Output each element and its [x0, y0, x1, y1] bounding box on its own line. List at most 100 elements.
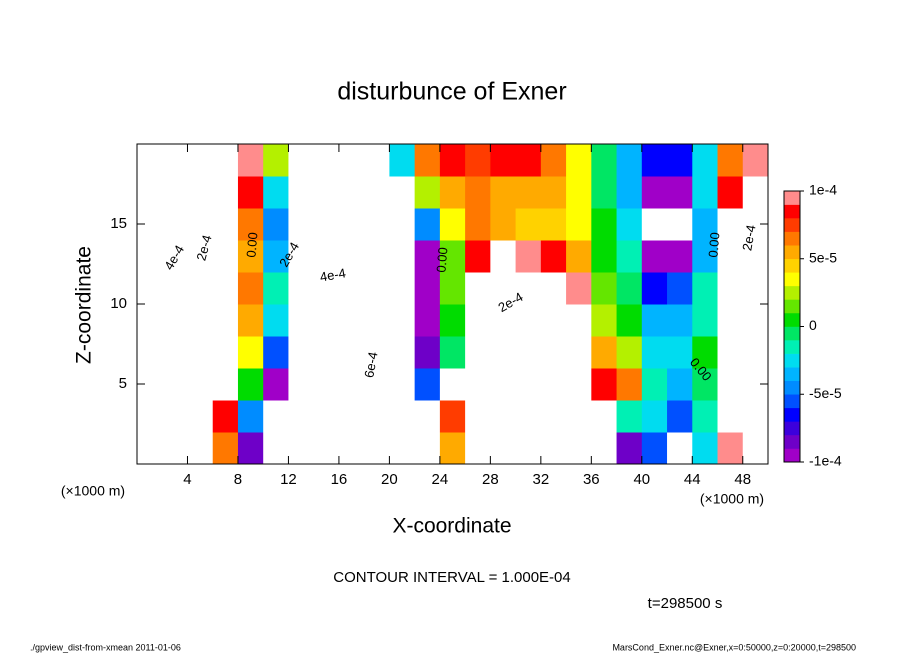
colorbar-band: [784, 367, 800, 381]
heat-cell: [263, 368, 289, 401]
heat-cell: [515, 272, 542, 305]
heat-cell: [389, 304, 416, 337]
heat-cell: [313, 144, 340, 177]
heat-cell: [742, 400, 769, 433]
heat-cell: [490, 144, 517, 177]
heat-cell: [338, 368, 365, 401]
heat-cell: [641, 400, 668, 433]
heat-cell: [616, 176, 643, 209]
heat-cell: [717, 368, 744, 401]
heat-cell: [313, 304, 340, 337]
heat-cell: [667, 432, 693, 465]
footer-right: MarsCond_Exner.nc@Exner,x=0:50000,z=0:20…: [612, 642, 856, 652]
heat-cell: [641, 240, 668, 273]
x-tick-label: 20: [381, 471, 398, 488]
heat-cell: [338, 304, 365, 337]
heat-cell: [364, 304, 390, 337]
heat-cell: [515, 208, 542, 241]
heat-cell: [187, 400, 214, 433]
heat-cell: [692, 272, 719, 305]
heat-cell: [364, 336, 390, 369]
colorbar-band: [784, 231, 800, 246]
heat-cell: [465, 400, 491, 433]
x-tick-label: 16: [331, 471, 348, 488]
heat-cell: [187, 240, 214, 273]
heat-cell: [162, 240, 188, 273]
heat-cell: [591, 304, 618, 337]
heat-cell: [364, 272, 390, 305]
heat-cell: [187, 368, 214, 401]
heat-cell: [591, 144, 618, 177]
heat-cell: [137, 272, 163, 305]
heat-cell: [439, 208, 466, 241]
heat-cell: [389, 368, 416, 401]
heat-cell: [540, 240, 567, 273]
heat-cell: [364, 176, 390, 209]
heat-cell: [364, 208, 390, 241]
heat-cell: [263, 432, 289, 465]
heat-cell: [742, 144, 769, 177]
heat-cell: [414, 336, 441, 369]
heat-cell: [212, 336, 239, 369]
heat-cell: [566, 304, 592, 337]
heat-cell: [692, 208, 719, 241]
heat-cell: [338, 272, 365, 305]
heat-cell: [742, 176, 769, 209]
heat-cell: [137, 336, 163, 369]
heat-cell: [591, 176, 618, 209]
heat-cell: [162, 432, 188, 465]
footer-left: ./gpview_dist-from-xmean 2011-01-06: [30, 642, 181, 652]
x-tick-label: 28: [482, 471, 499, 488]
heat-cell: [515, 240, 542, 273]
heat-cell: [313, 176, 340, 209]
time-label: t=298500 s: [648, 595, 723, 612]
heat-cell: [490, 176, 517, 209]
heat-cell: [591, 272, 618, 305]
heat-cell: [187, 432, 214, 465]
heat-cell: [187, 336, 214, 369]
heat-cell: [212, 176, 239, 209]
heat-cell: [212, 272, 239, 305]
heat-cell: [641, 176, 668, 209]
heat-cell: [414, 208, 441, 241]
heat-cell: [540, 336, 567, 369]
heat-cell: [162, 336, 188, 369]
heat-cell: [288, 400, 315, 433]
heat-cell: [414, 400, 441, 433]
heat-cell: [641, 368, 668, 401]
heat-cell: [263, 144, 289, 177]
heat-cell: [465, 432, 491, 465]
heat-cell: [162, 304, 188, 337]
heat-cell: [439, 368, 466, 401]
heat-cell: [414, 144, 441, 177]
heat-cell: [212, 368, 239, 401]
heat-cell: [717, 336, 744, 369]
heat-cell: [667, 336, 693, 369]
heat-cell: [515, 336, 542, 369]
colorbar-band: [784, 394, 800, 409]
heat-cell: [566, 368, 592, 401]
heat-cell: [667, 272, 693, 305]
heat-cell: [389, 336, 416, 369]
heat-cell: [313, 272, 340, 305]
contour-label: 0.00: [243, 232, 260, 259]
heat-cell: [414, 368, 441, 401]
heat-cell: [692, 368, 719, 401]
heat-cell: [313, 240, 340, 273]
heat-cell: [288, 432, 315, 465]
x-tick-label: 40: [633, 471, 650, 488]
heat-cell: [263, 208, 289, 241]
heat-cell: [137, 240, 163, 273]
heat-cell: [237, 144, 264, 177]
heat-cell: [540, 304, 567, 337]
heat-cell: [616, 240, 643, 273]
heat-cell: [667, 176, 693, 209]
heat-cell: [389, 208, 416, 241]
heat-cell: [465, 272, 491, 305]
y-tick-label: 10: [110, 295, 127, 312]
heat-cell: [162, 400, 188, 433]
heat-cell: [187, 208, 214, 241]
heat-cell: [566, 208, 592, 241]
heat-cell: [414, 432, 441, 465]
